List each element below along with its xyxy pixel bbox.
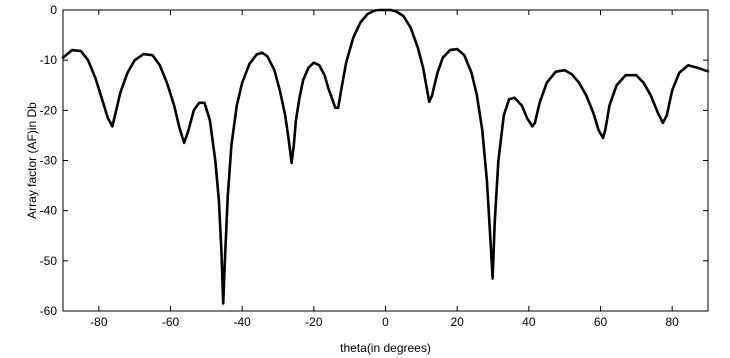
x-axis-label: theta(in degrees)	[340, 341, 431, 355]
x-tick-label: 60	[594, 315, 608, 329]
x-tick-label: -40	[233, 315, 251, 329]
plot-area	[62, 9, 709, 312]
x-tick-label: -60	[162, 315, 180, 329]
x-tick-label: 80	[665, 315, 679, 329]
af-series-line	[61, 8, 710, 305]
y-tick-label: -60	[40, 304, 58, 318]
y-tick-label: -10	[40, 53, 58, 67]
y-tick-label: -20	[40, 103, 58, 117]
x-tick-label: 0	[382, 315, 389, 329]
y-tick-label: 0	[50, 3, 57, 17]
x-axis-ticks: -80 -60 -40 -20 0 20 40 60 80	[90, 10, 679, 329]
y-axis-ticks: 0 -10 -20 -30 -40 -50 -60	[40, 3, 708, 318]
y-tick-label: -50	[40, 254, 58, 268]
y-tick-label: -40	[40, 204, 58, 218]
y-tick-label: -30	[40, 154, 58, 168]
x-tick-label: 20	[450, 315, 464, 329]
y-axis-label: Array factor (AF)in Db	[25, 102, 39, 219]
x-tick-label: -80	[90, 315, 108, 329]
x-tick-label: 40	[522, 315, 536, 329]
x-tick-label: -20	[305, 315, 323, 329]
plot-frame	[62, 9, 709, 312]
